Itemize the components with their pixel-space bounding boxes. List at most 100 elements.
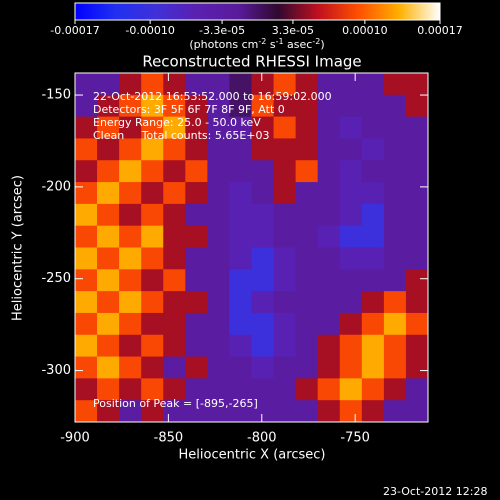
heatmap-cell [317, 225, 341, 248]
heatmap-cell [383, 73, 407, 96]
heatmap-cell [97, 94, 120, 118]
heatmap-cell [141, 160, 164, 183]
heatmap-cell [295, 247, 319, 270]
heatmap-cell [273, 160, 297, 183]
heatmap-cell [97, 182, 120, 205]
heatmap-cell [273, 203, 297, 227]
heatmap-cell [251, 356, 275, 379]
heatmap-cell [141, 73, 164, 96]
heatmap-cell [97, 334, 120, 358]
heatmap-cell [119, 356, 142, 379]
heatmap-cell [295, 73, 319, 96]
heatmap-cell [97, 138, 120, 161]
heatmap-cell [207, 356, 230, 379]
heatmap-cell [405, 160, 429, 183]
heatmap-cell [383, 160, 407, 183]
heatmap-cell [251, 312, 275, 336]
heatmap-cell [119, 160, 142, 183]
heatmap-cell [141, 247, 164, 270]
unit-part: asec [284, 38, 313, 51]
heatmap-cell [185, 378, 208, 401]
heatmap-cell [141, 182, 164, 205]
colorbar-tick-label: 0.00010 [342, 24, 388, 37]
x-tick-label: -900 [60, 431, 90, 446]
heatmap-cell [141, 378, 164, 401]
heatmap-cell [229, 225, 252, 248]
heatmap-cell [229, 334, 252, 358]
heatmap-cell [361, 312, 385, 336]
colorbar-tick-label: -0.00017 [50, 24, 99, 37]
heatmap-cell [295, 116, 319, 139]
heatmap-cell [141, 312, 164, 336]
heatmap-cell [141, 400, 164, 423]
heatmap-cell [229, 247, 252, 270]
heatmap-cell [185, 203, 208, 227]
heatmap-cell [383, 291, 407, 314]
heatmap-cell [361, 138, 385, 161]
heatmap-cell [273, 378, 297, 401]
unit-part: (photons cm [189, 38, 258, 51]
heatmap-cell [229, 356, 252, 379]
x-tick-label: -800 [247, 431, 277, 446]
heatmap-cell [229, 269, 252, 292]
heatmap-cell [405, 291, 429, 314]
heatmap-cell [185, 334, 208, 358]
colorbar-tick-label: 3.3e-05 [272, 24, 314, 37]
heatmap-cell [185, 225, 208, 248]
heatmap-cell [339, 182, 363, 205]
heatmap-cell [339, 73, 363, 96]
heatmap-cell [251, 247, 275, 270]
heatmap-cell [163, 291, 186, 314]
heatmap-cell [361, 225, 385, 248]
heatmap-cell [119, 116, 142, 139]
heatmap-cell [317, 269, 341, 292]
heatmap-cell [273, 312, 297, 336]
heatmap-cell [273, 291, 297, 314]
heatmap-cell [361, 291, 385, 314]
heatmap-cell [383, 94, 407, 118]
annotation: 22-Oct-2012 16:53:52.000 to 16:59:02.000 [93, 90, 332, 103]
heatmap-cell [273, 182, 297, 205]
heatmap-cell [317, 182, 341, 205]
heatmap-cell [317, 116, 341, 139]
heatmap-cell [185, 94, 208, 118]
heatmap-cell [339, 291, 363, 314]
heatmap-cell [75, 225, 98, 248]
annotation: Clean Total counts: 5.65E+03 [93, 129, 270, 142]
heatmap-cell [383, 138, 407, 161]
heatmap-cell [251, 400, 275, 423]
heatmap-cell [339, 94, 363, 118]
heatmap-cell [163, 182, 186, 205]
heatmap-cell [361, 400, 385, 423]
heatmap-cell [339, 116, 363, 139]
heatmap-cell [251, 182, 275, 205]
heatmap-cell [119, 94, 142, 118]
heatmap-cell [405, 356, 429, 379]
heatmap-cell [75, 247, 98, 270]
heatmap-cell [97, 203, 120, 227]
heatmap-cell [251, 378, 275, 401]
heatmap-cell [97, 247, 120, 270]
heatmap-cell [405, 73, 429, 96]
heatmap-cell [405, 400, 429, 423]
heatmap-cell [163, 225, 186, 248]
heatmap-cell [251, 138, 275, 161]
heatmap-cell [295, 312, 319, 336]
heatmap-cell [207, 138, 230, 161]
heatmap-cell [75, 269, 98, 292]
heatmap-cell [141, 225, 164, 248]
heatmap-cell [185, 247, 208, 270]
heatmap-cell [207, 116, 230, 139]
heatmap-cell [207, 160, 230, 183]
heatmap-cell [229, 116, 252, 139]
heatmap-cell [163, 269, 186, 292]
colorbar-tick-label: -3.3e-05 [199, 24, 245, 37]
annotation: Detectors: 3F 5F 6F 7F 8F 9F, Att 0 [93, 103, 285, 116]
heatmap-cell [317, 247, 341, 270]
heatmap-cell [383, 203, 407, 227]
heatmap-cell [295, 138, 319, 161]
heatmap-cell [251, 116, 275, 139]
heatmap-cell [339, 400, 363, 423]
heatmap-cell [75, 378, 98, 401]
